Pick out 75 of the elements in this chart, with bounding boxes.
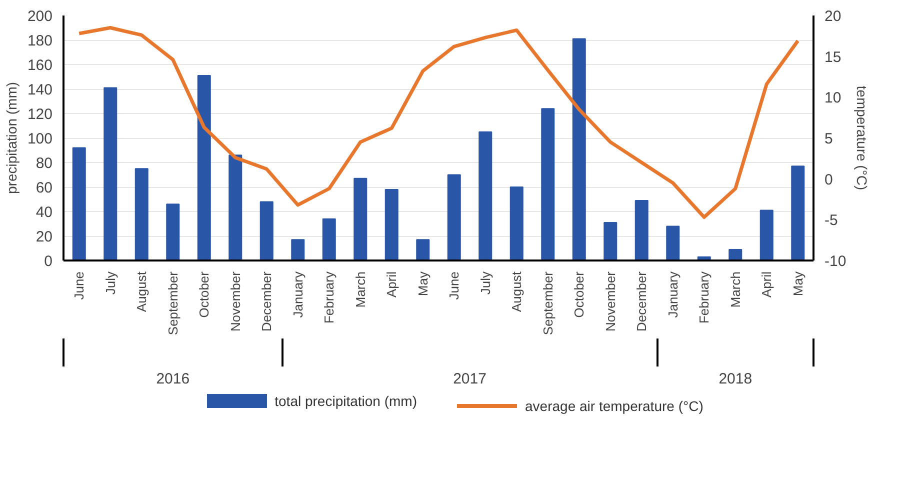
x-tick-label: March	[352, 271, 368, 308]
x-tick-label: November	[228, 270, 243, 332]
bar	[416, 239, 430, 260]
bar	[354, 178, 368, 260]
x-tick-label: June	[72, 271, 87, 300]
bar	[604, 222, 618, 260]
text: 2017	[453, 370, 486, 388]
x-tick-label: May	[790, 271, 806, 296]
y2-tick-label: 5	[824, 130, 833, 148]
bar	[728, 248, 742, 260]
y2-tick-label: 0	[824, 171, 833, 188]
x-tick-label: September	[540, 270, 556, 336]
legend-item: total precipitation (mm)	[206, 391, 418, 411]
y2-axis-title: temperature (°C)	[854, 86, 870, 190]
y2-tick-label: -5	[824, 212, 838, 230]
y-axis-title: precipitation (mm)	[3, 82, 20, 194]
bar	[228, 154, 242, 260]
text: 2018	[718, 370, 752, 388]
x-tick-label: August	[134, 271, 150, 312]
x-tick-label: September	[165, 270, 180, 336]
legend-label: average air temperature (°C)	[525, 397, 704, 416]
y-tick-label: 40	[36, 204, 53, 221]
bar	[541, 108, 555, 260]
y-tick-label: 180	[27, 32, 53, 50]
bar	[104, 87, 118, 260]
y-tick-label: 160	[27, 57, 53, 74]
x-tick-label: December	[634, 270, 650, 332]
text: 2016	[156, 370, 190, 388]
x-tick-label: January	[290, 271, 306, 318]
bar	[634, 200, 648, 260]
bar	[384, 188, 398, 260]
x-tick-label: October	[572, 270, 587, 318]
x-tick-label: April	[759, 271, 774, 298]
y2-tick-label: 20	[824, 8, 842, 25]
y-tick-label: 60	[36, 180, 53, 196]
bar	[478, 131, 492, 260]
bar	[197, 75, 211, 260]
bar	[72, 147, 86, 260]
bar	[572, 38, 586, 260]
x-tick-label: November	[602, 270, 618, 332]
y-tick-label: 0	[44, 253, 52, 270]
bar	[666, 226, 680, 260]
y2-tick-label: -10	[824, 253, 846, 270]
bar	[447, 174, 461, 260]
bar	[260, 201, 274, 260]
y-tick-label: 80	[36, 155, 53, 172]
line-series	[77, 26, 800, 219]
bar	[791, 166, 805, 260]
bar	[760, 210, 774, 260]
bar	[510, 186, 524, 260]
x-tick-label: March	[728, 271, 743, 308]
x-tick-label: July	[102, 271, 118, 295]
x-tick-label: February	[322, 271, 337, 324]
x-tick-label: December	[259, 270, 274, 332]
y2-tick-label: 10	[824, 90, 842, 107]
bar	[166, 204, 180, 260]
legend-item: average air temperature (°C)	[457, 396, 704, 416]
x-tick-label: February	[696, 271, 712, 324]
bar	[134, 168, 148, 260]
x-tick-label: August	[509, 271, 524, 312]
y2-tick-label: 15	[824, 48, 842, 66]
bar	[322, 218, 336, 260]
bar	[291, 239, 305, 260]
y-tick-label: 100	[27, 130, 53, 148]
y-tick-label: 120	[27, 106, 53, 123]
x-tick-label: October	[196, 270, 212, 318]
x-tick-label: June	[446, 271, 462, 300]
y-tick-label: 20	[36, 228, 53, 246]
x-tick-label: July	[478, 271, 493, 295]
y-tick-label: 140	[27, 82, 53, 98]
x-tick-label: May	[415, 271, 430, 296]
x-tick-label: January	[665, 271, 680, 318]
x-tick-label: April	[384, 271, 400, 298]
y-tick-label: 200	[27, 8, 53, 25]
legend-label: total precipitation (mm)	[274, 392, 418, 411]
